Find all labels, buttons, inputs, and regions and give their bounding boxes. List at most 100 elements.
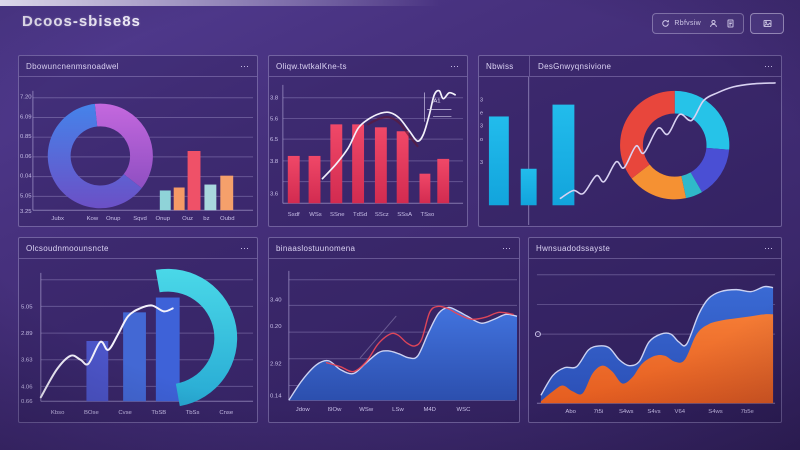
- svg-text:Ssdf: Ssdf: [288, 212, 300, 218]
- svg-text:Sqvd: Sqvd: [133, 216, 147, 222]
- panel-header: Dbowuncnenmsnoadwel ⋯: [19, 56, 257, 77]
- svg-text:3: 3: [480, 98, 483, 104]
- svg-text:o: o: [480, 137, 483, 143]
- refresh-icon: [662, 20, 670, 27]
- chart-bars-trend: A1 3.8 5.6 6.5 3.8 3.6 Ssdf WSs SSne TdSd SScz SSsA…: [270, 84, 464, 218]
- refresh-button[interactable]: Rbfvsiw: [661, 19, 701, 28]
- export-button[interactable]: [750, 13, 784, 34]
- svg-text:0.66: 0.66: [21, 399, 33, 405]
- svg-text:5.05: 5.05: [20, 193, 32, 199]
- panel-menu-button[interactable]: ⋯: [450, 60, 460, 71]
- svg-text:7t5i: 7t5i: [594, 409, 604, 415]
- svg-text:6.5: 6.5: [270, 137, 279, 143]
- toolbar-group: Rbfvsiw: [652, 13, 744, 34]
- panel-metrics-demographics: Nbwiss DesGnwyqnsivione ⋯ 3 e 3 o 3: [478, 55, 782, 227]
- svg-text:5.05: 5.05: [21, 304, 33, 310]
- svg-text:SSsA: SSsA: [397, 212, 412, 218]
- svg-text:S4ws: S4ws: [708, 409, 723, 415]
- chart-stepped-area: 3.40 0.20 2.92 0.14 Jdow I9Ow WSw LSw M4D WSC: [270, 270, 518, 413]
- svg-text:0.20: 0.20: [270, 324, 282, 330]
- svg-text:4.06: 4.06: [21, 384, 33, 390]
- user-button[interactable]: [709, 19, 718, 28]
- svg-text:V64: V64: [675, 409, 686, 415]
- svg-text:Abo: Abo: [565, 409, 576, 415]
- svg-text:SSne: SSne: [330, 212, 345, 218]
- svg-text:3: 3: [480, 160, 483, 166]
- header: Dcoos-sbise8s Rbfvsiw: [0, 0, 800, 48]
- panel-title: Hwnsuadodssayste: [536, 243, 611, 253]
- svg-text:Cvse: Cvse: [118, 410, 132, 416]
- svg-text:5.6: 5.6: [270, 116, 279, 122]
- svg-text:Onup: Onup: [156, 216, 171, 222]
- toolbar: Rbfvsiw: [652, 13, 784, 34]
- panel-header: Olcsoudnmoounsncte ⋯: [19, 238, 257, 259]
- svg-text:WSw: WSw: [359, 407, 374, 413]
- panel-donut-bars: Dbowuncnenmsnoadwel ⋯ 7.20 6.09 0.85 0.06 0.…: [18, 55, 258, 227]
- svg-text:Cnse: Cnse: [219, 410, 234, 416]
- panel-title: binaaslostuunomena: [276, 243, 356, 253]
- svg-text:Oubd: Oubd: [220, 216, 235, 222]
- svg-text:3.8: 3.8: [270, 159, 279, 165]
- svg-text:M4D: M4D: [423, 407, 436, 413]
- panel-header: Nbwiss DesGnwyqnsivione ⋯: [479, 56, 781, 77]
- document-button[interactable]: [726, 19, 735, 28]
- chart-donut-bars: 7.20 6.09 0.85 0.06 0.04 5.05 3.25 Jubx Kow Onup S…: [20, 90, 254, 222]
- panel-menu-button[interactable]: ⋯: [240, 242, 250, 253]
- svg-text:Kow: Kow: [87, 216, 99, 222]
- svg-text:3.25: 3.25: [20, 209, 32, 215]
- svg-text:e: e: [480, 111, 483, 117]
- user-icon: [710, 19, 717, 28]
- panel-title: Oliqw.twtkalKne-ts: [276, 61, 347, 71]
- svg-text:bz: bz: [203, 216, 209, 222]
- panel-menu-button[interactable]: ⋯: [764, 60, 774, 71]
- panel-menu-button[interactable]: ⋯: [502, 242, 512, 253]
- svg-text:Kbso: Kbso: [51, 410, 65, 416]
- svg-text:S4ws: S4ws: [619, 409, 634, 415]
- svg-text:Jdow: Jdow: [296, 407, 311, 413]
- panel-sub-title: Nbwiss: [486, 56, 530, 76]
- svg-text:S4vs: S4vs: [647, 409, 660, 415]
- svg-text:LSw: LSw: [392, 407, 404, 413]
- panel-stacked-area: Hwnsuadodssayste ⋯ Abo 7t5i S4ws S4vs V64 S4w…: [528, 237, 782, 423]
- svg-text:WSs: WSs: [309, 212, 322, 218]
- svg-text:WSC: WSC: [457, 407, 472, 413]
- panel-title: DesGnwyqnsivione: [538, 61, 612, 71]
- panel-growth-arc: Olcsoudnmoounsncte ⋯ 5.05 2.89 3.63 4.06 0.6…: [18, 237, 258, 423]
- svg-text:7b5e: 7b5e: [741, 409, 755, 415]
- svg-text:BOse: BOse: [84, 410, 100, 416]
- panel-title: Olcsoudnmoounsncte: [26, 243, 109, 253]
- svg-text:A1: A1: [433, 99, 440, 105]
- refresh-label: Rbfvsiw: [674, 20, 701, 27]
- page-title: Dcoos-sbise8s: [22, 13, 141, 30]
- svg-text:3.6: 3.6: [270, 191, 279, 197]
- svg-text:6.09: 6.09: [20, 114, 32, 120]
- image-icon: [763, 20, 771, 27]
- svg-text:TbSB: TbSB: [151, 410, 166, 416]
- svg-text:3.63: 3.63: [21, 358, 33, 364]
- svg-text:Onup: Onup: [106, 216, 121, 222]
- svg-text:TSso: TSso: [420, 212, 435, 218]
- chart-metrics-demographics: 3 e 3 o 3: [480, 77, 776, 225]
- svg-text:0.85: 0.85: [20, 134, 32, 140]
- svg-text:SScz: SScz: [375, 212, 389, 218]
- svg-text:Jubx: Jubx: [51, 216, 64, 222]
- panel-header: Hwnsuadodssayste ⋯: [529, 238, 781, 259]
- panel-menu-button[interactable]: ⋯: [240, 60, 250, 71]
- svg-text:3.8: 3.8: [270, 96, 279, 102]
- panel-stepped-area: binaaslostuunomena ⋯ 3.40 0.20 2.92 0.14 Jdo…: [268, 237, 520, 423]
- panel-menu-button[interactable]: ⋯: [764, 242, 774, 253]
- svg-text:TbSs: TbSs: [186, 410, 200, 416]
- svg-text:7.20: 7.20: [20, 95, 32, 101]
- svg-text:2.92: 2.92: [270, 362, 282, 368]
- svg-text:0.14: 0.14: [270, 393, 282, 399]
- chart-stacked-area: Abo 7t5i S4ws S4vs V64 S4ws 7b5e: [534, 274, 776, 415]
- svg-text:2.89: 2.89: [21, 331, 33, 337]
- panel-header: binaaslostuunomena ⋯: [269, 238, 519, 259]
- panel-bars-trend: Oliqw.twtkalKne-ts ⋯ A1 3.8 5.6 6.5 3.8 3.6 Ss…: [268, 55, 468, 227]
- panel-header: Oliqw.twtkalKne-ts ⋯: [269, 56, 467, 77]
- document-icon: [727, 19, 734, 28]
- svg-text:0.04: 0.04: [20, 174, 32, 180]
- svg-text:3: 3: [480, 123, 483, 129]
- svg-text:TdSd: TdSd: [353, 212, 367, 218]
- chart-growth-arc: 5.05 2.89 3.63 4.06 0.66 Kbso BOse Cvse TbSB TbSs…: [21, 268, 254, 416]
